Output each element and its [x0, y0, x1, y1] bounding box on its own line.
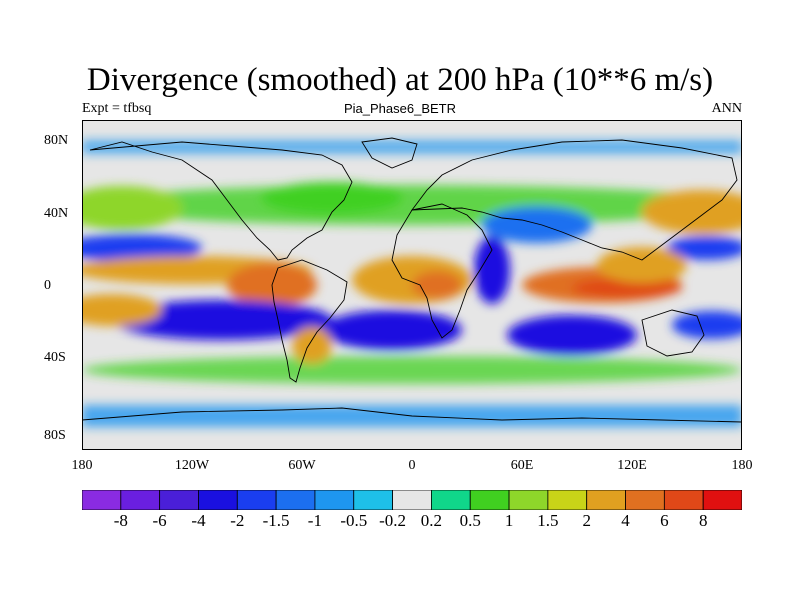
divergence-field	[82, 140, 742, 427]
colorbar-tick-label: 6	[660, 511, 669, 530]
colorbar-tick-label: -2	[230, 511, 245, 530]
field-contour	[82, 294, 162, 326]
field-contour	[482, 207, 592, 243]
colorbar-swatch	[392, 490, 432, 510]
colorbar-swatch	[353, 490, 393, 510]
colorbar	[82, 490, 742, 510]
colorbar-tick-label: 1	[504, 511, 514, 530]
colorbar-tick-label: 8	[698, 511, 708, 530]
colorbar-tick-label: -6	[152, 511, 167, 530]
case-label: Pia_Phase6_BETR	[343, 101, 456, 116]
south-america-coast	[271, 259, 348, 383]
colorbar-swatch	[82, 490, 122, 510]
eurasia-coast	[411, 139, 738, 261]
field-contour	[322, 310, 462, 350]
field-contour	[112, 300, 332, 340]
field-contour	[292, 327, 332, 363]
field-contour	[82, 234, 202, 262]
colorbar-tick-label: 0.5	[459, 511, 481, 530]
colorbar-tick-label: 1.5	[537, 511, 559, 530]
colorbar-tick-label: -0.2	[379, 511, 407, 530]
colorbar-swatches	[82, 490, 742, 510]
field-contour	[572, 278, 682, 298]
colorbar-tick-label: 4	[621, 511, 630, 530]
lon-tick-label: 180	[731, 458, 753, 473]
colorbar-swatch	[586, 490, 626, 510]
colorbar-swatch	[275, 490, 316, 510]
lat-tick-label: 40N	[44, 206, 69, 221]
colorbar-tick-label: -1	[307, 511, 322, 530]
colorbar-swatch	[431, 490, 471, 510]
lon-tick-label: 120W	[174, 458, 210, 473]
antarctica-coast	[82, 407, 742, 423]
field-contour	[262, 182, 402, 214]
coastlines	[82, 137, 742, 423]
colorbar-swatch	[236, 490, 277, 510]
season-label: ANN	[711, 101, 742, 116]
lon-tick-label: 180	[71, 458, 93, 473]
field-contour	[82, 186, 182, 230]
australia-coast	[641, 309, 705, 357]
field-contour	[474, 236, 510, 304]
field-contour	[412, 271, 462, 299]
colorbar-swatch	[159, 490, 199, 510]
field-contour	[597, 247, 687, 283]
colorbar-swatch	[469, 490, 510, 510]
field-contour	[82, 140, 742, 154]
colorbar-swatch	[120, 490, 161, 510]
lon-tick-label: 120E	[617, 458, 647, 473]
colorbar-swatch	[702, 490, 742, 510]
field-contour	[642, 190, 742, 234]
colorbar-tick-label: -1.5	[262, 511, 290, 530]
field-contour	[82, 356, 742, 384]
lat-tick-label: 40S	[44, 350, 66, 365]
lat-tick-label: 80N	[44, 133, 69, 148]
colorbar-swatch	[198, 490, 238, 510]
field-contour	[507, 315, 637, 355]
lon-tick-label: 60E	[510, 458, 534, 473]
colorbar-tick-label: 2	[582, 511, 591, 530]
lat-tick-label: 80S	[44, 428, 66, 443]
africa-coast	[391, 203, 493, 339]
colorbar-tick-label: -4	[191, 511, 206, 530]
colorbar-tick-label: 0.2	[420, 511, 443, 530]
lon-tick-label: 0	[408, 458, 416, 473]
lon-tick-label: 60W	[288, 458, 316, 473]
lat-tick-label: 0	[44, 278, 51, 293]
field-contour	[672, 311, 742, 339]
colorbar-swatch	[663, 490, 704, 510]
colorbar-swatch	[508, 490, 549, 510]
field-contour	[667, 236, 742, 260]
plot-title: Divergence (smoothed) at 200 hPa (10**6 …	[86, 62, 714, 98]
map-frame	[82, 120, 742, 450]
north-america-coast	[89, 141, 353, 261]
experiment-label: Expt = tfbsq	[82, 101, 152, 116]
colorbar-tick-label: -8	[113, 511, 128, 530]
colorbar-swatch	[625, 490, 665, 510]
colorbar-swatch	[547, 490, 588, 510]
greenland-coast	[361, 137, 418, 169]
colorbar-swatch	[314, 490, 355, 510]
colorbar-tick-label: -0.5	[340, 511, 368, 530]
divergence-map	[82, 120, 742, 450]
